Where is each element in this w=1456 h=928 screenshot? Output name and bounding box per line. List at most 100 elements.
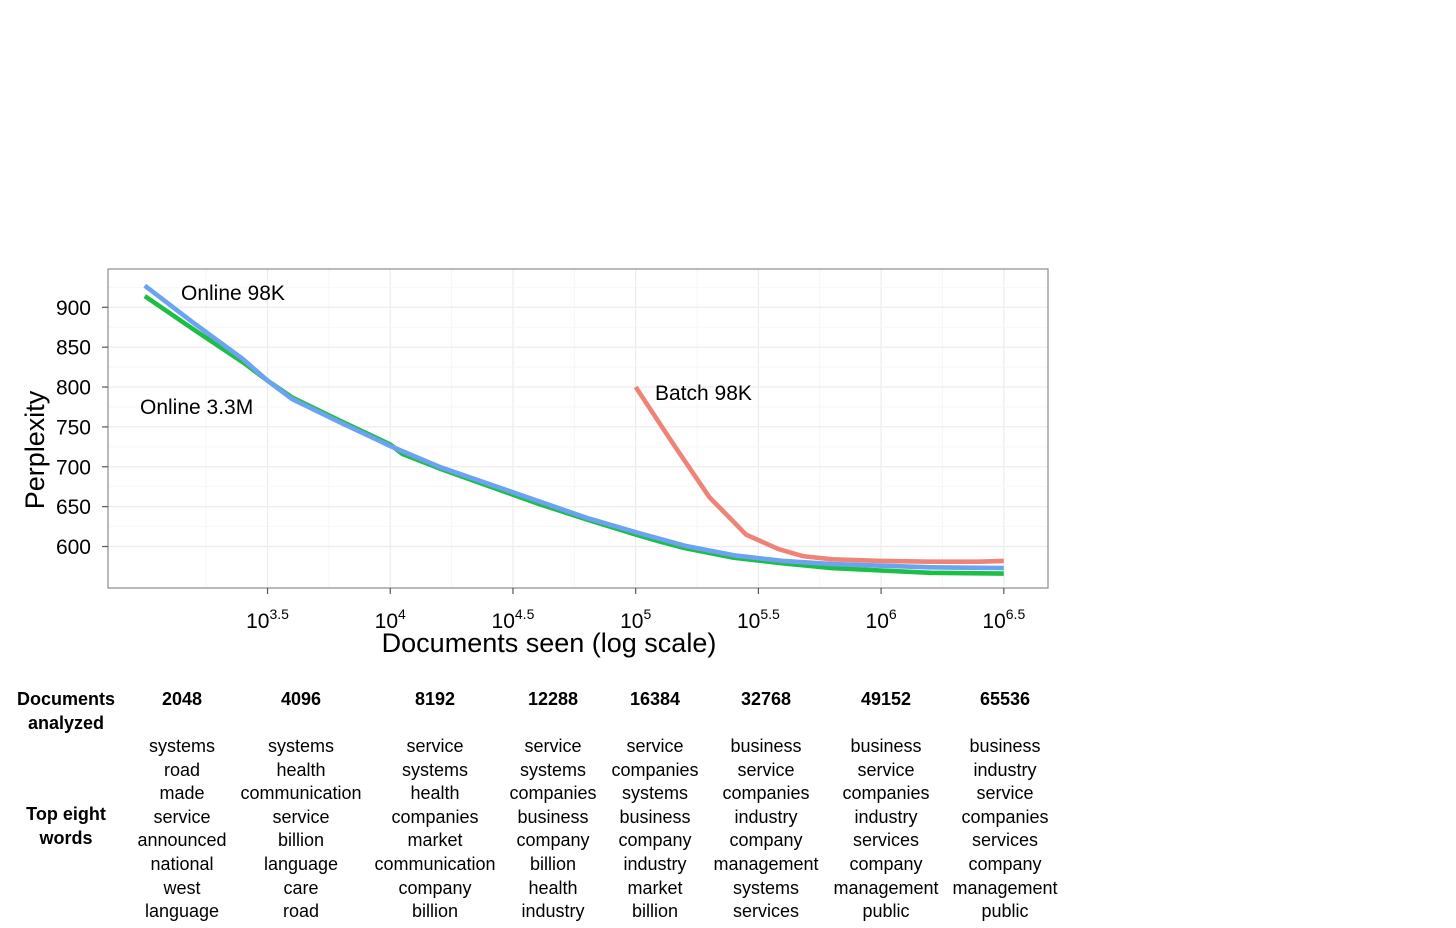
- top-word: national: [150, 853, 214, 874]
- top-word: companies: [722, 783, 810, 804]
- top-word: services: [732, 901, 800, 922]
- top-words-column: business service companies industry services…: [833, 735, 938, 924]
- top-word: communication: [374, 853, 496, 874]
- documents-count: 8192: [414, 689, 456, 709]
- x-tick-label: 105.5: [737, 606, 780, 633]
- plot-frame: [107, 268, 1049, 589]
- top-words-column: systems health communication service billion…: [240, 735, 361, 924]
- top-word: companies: [842, 783, 930, 804]
- top-word: billion: [411, 901, 459, 922]
- x-tick-label: 104: [375, 606, 406, 633]
- top-word: road: [282, 901, 320, 922]
- top-word: systems: [401, 759, 468, 780]
- top-word: business: [517, 806, 589, 827]
- top-words-column: business service companies industry company m…: [713, 735, 818, 924]
- documents-count: 65536: [979, 689, 1031, 709]
- top-word: health: [276, 759, 326, 780]
- top-word: industry: [854, 806, 918, 827]
- top-word: health: [528, 877, 578, 898]
- top-word: companies: [611, 759, 699, 780]
- series-label-online-98k: Online 98K: [181, 282, 285, 305]
- top-word: service: [524, 736, 582, 756]
- top-word: company: [398, 877, 472, 898]
- top-words-column: service systems companies business company bi…: [509, 735, 596, 924]
- y-tick-label: 800: [56, 377, 91, 400]
- top-word: market: [627, 877, 683, 898]
- top-word: service: [626, 736, 684, 756]
- top-word: public: [981, 901, 1029, 922]
- top-word: market: [407, 830, 463, 851]
- top-word: industry: [521, 901, 585, 922]
- top-word: company: [968, 853, 1042, 874]
- top-word: service: [153, 806, 211, 827]
- y-tick-label: 600: [56, 536, 91, 559]
- top-word: service: [976, 783, 1034, 804]
- y-tick-label: 850: [56, 337, 91, 360]
- series-line-batch-98k: [633, 385, 1004, 565]
- top-word: billion: [631, 901, 679, 922]
- top-word: service: [272, 806, 330, 827]
- documents-count: 16384: [629, 689, 681, 709]
- x-axis: 103.5 104 104.5 105 105.5 106 106.5: [246, 588, 1025, 633]
- series-layer: [143, 283, 1004, 576]
- top-word: road: [163, 759, 201, 780]
- top-word: care: [283, 877, 319, 898]
- top-word: company: [849, 853, 923, 874]
- top-words-column: systems road made service announced national w…: [137, 735, 226, 924]
- series-line-online-98k: [143, 283, 1004, 571]
- y-tick-label: 700: [56, 456, 91, 479]
- top-word: industry: [734, 806, 798, 827]
- series-label-batch-98k: Batch 98K: [655, 382, 752, 405]
- documents-count: 4096: [280, 689, 322, 709]
- top-word: industry: [973, 759, 1037, 780]
- series-labels: Online 98K Online 3.3M Batch 98K: [140, 282, 752, 419]
- x-tick-label: 104.5: [492, 606, 535, 633]
- top-word: systems: [148, 736, 215, 756]
- perplexity-chart: 600 650 700 750 800 850 900 103.5 104 104.5 105 10…: [20, 268, 1049, 658]
- documents-count: 2048: [161, 689, 203, 709]
- top-word: companies: [509, 783, 597, 804]
- y-tick-label: 750: [56, 416, 91, 439]
- top-word: service: [406, 736, 464, 756]
- top-word: language: [263, 853, 339, 874]
- top-words-column: service systems health companies market commu…: [374, 735, 495, 924]
- x-tick-label: 105: [620, 606, 651, 633]
- top-word: services: [852, 830, 920, 851]
- top-word: west: [163, 877, 201, 898]
- documents-count: 12288: [527, 689, 579, 709]
- top-word: communication: [240, 783, 362, 804]
- top-word: management: [952, 877, 1058, 898]
- top-word: service: [737, 759, 795, 780]
- top-word: billion: [277, 830, 325, 851]
- documents-analyzed-header: Documents analyzed: [16, 689, 116, 733]
- y-axis-title: Perplexity: [20, 390, 50, 509]
- top-word: services: [971, 830, 1039, 851]
- top-word: made: [159, 783, 205, 804]
- x-tick-label: 103.5: [246, 606, 289, 633]
- top-word: systems: [732, 877, 800, 898]
- top-word: systems: [519, 759, 587, 780]
- top-word: companies: [961, 806, 1049, 827]
- x-tick-label: 106: [866, 606, 897, 633]
- top-word: billion: [529, 853, 577, 874]
- series-label-online-3-3m: Online 3.3M: [140, 396, 253, 419]
- top-word: management: [713, 853, 819, 874]
- top-word: announced: [137, 830, 227, 851]
- top-word: language: [144, 901, 220, 922]
- top-word: business: [730, 736, 802, 756]
- y-tick-label: 650: [56, 496, 91, 519]
- top-words-column: service companies systems business company in…: [611, 735, 698, 924]
- top-word: management: [833, 877, 939, 898]
- top-word: service: [857, 759, 915, 780]
- y-axis: 600 650 700 750 800 850 900: [56, 297, 108, 559]
- top-word: health: [410, 783, 460, 804]
- top-word: company: [729, 830, 803, 851]
- y-tick-label: 900: [56, 297, 91, 320]
- top-word: systems: [267, 736, 334, 756]
- top-words-column: business industry service companies services…: [952, 735, 1057, 924]
- top-word: company: [618, 830, 692, 851]
- top-word: company: [516, 830, 590, 851]
- grid: [108, 269, 1048, 588]
- top-word: business: [619, 806, 691, 827]
- top-eight-words-header: Top eight words: [26, 804, 106, 848]
